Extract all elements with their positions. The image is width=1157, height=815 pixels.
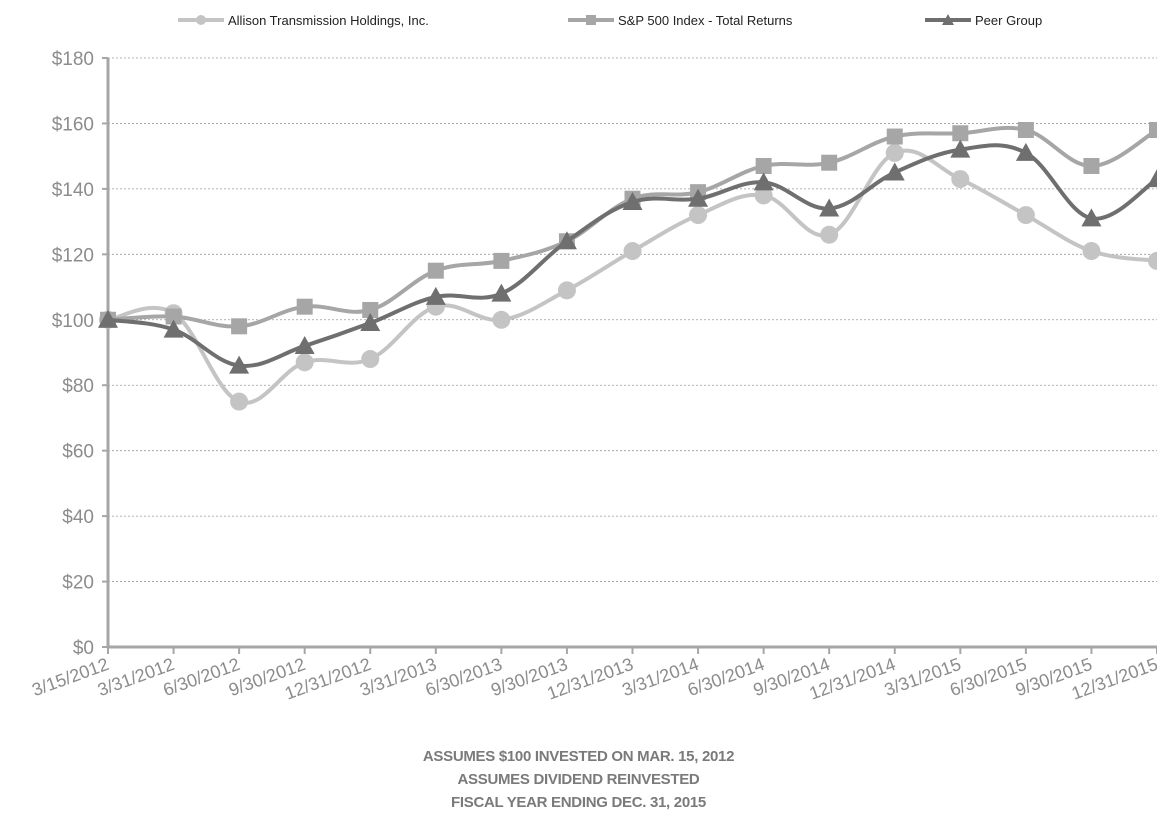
data-point-circle — [1148, 251, 1157, 270]
data-point-triangle — [294, 335, 315, 354]
footnote-3: FISCAL YEAR ENDING DEC. 31, 2015 — [451, 794, 706, 811]
data-point-triangle — [360, 313, 381, 332]
data-point-triangle — [1147, 169, 1157, 188]
series-3 — [98, 139, 1157, 374]
data-point-square — [427, 262, 444, 279]
data-point-triangle — [622, 191, 643, 210]
data-point-square — [1149, 121, 1157, 138]
series-2 — [100, 121, 1157, 335]
data-point-circle — [754, 186, 773, 205]
data-point-circle — [492, 310, 511, 329]
series-line — [107, 125, 1157, 329]
data-point-triangle — [753, 172, 774, 191]
legend-item: S&P 500 Index - Total Returns — [568, 13, 793, 28]
y-tick-label: $140 — [52, 180, 94, 201]
y-tick-label: $80 — [62, 376, 94, 397]
data-point-triangle — [688, 188, 709, 207]
data-point-square — [821, 154, 838, 171]
y-tick-label: $60 — [62, 442, 94, 463]
series-group — [98, 121, 1157, 411]
y-axis-ticks: $0 $20 $40 $60 $80 $100 $120 $140 $160 $180 — [52, 49, 94, 659]
data-point-circle — [951, 170, 970, 189]
data-point-triangle — [556, 231, 577, 250]
legend-label: Allison Transmission Holdings, Inc. — [228, 13, 429, 28]
data-point-triangle — [1015, 142, 1036, 161]
data-point-square — [952, 125, 969, 142]
data-point-square — [165, 308, 182, 325]
footnote-1: ASSUMES $100 INVESTED ON MAR. 15, 2012 — [422, 748, 735, 765]
legend-marker — [942, 14, 954, 25]
data-point-triangle — [425, 286, 446, 305]
y-tick-label: $0 — [73, 638, 94, 659]
legend-item: Peer Group — [925, 13, 1042, 28]
data-point-triangle — [884, 162, 905, 181]
legend-item: Allison Transmission Holdings, Inc. — [178, 13, 429, 28]
legend-label: S&P 500 Index - Total Returns — [618, 13, 793, 28]
data-point-circle — [295, 353, 314, 372]
data-point-square — [886, 128, 903, 145]
line-chart: $0 $20 $40 $60 $80 $100 $120 $140 $160 $180 3/15/… — [29, 13, 1157, 704]
data-point-triangle — [491, 283, 512, 302]
data-point-circle — [689, 206, 708, 225]
data-point-triangle — [950, 139, 971, 158]
data-point-circle — [361, 350, 380, 369]
data-point-triangle — [229, 355, 250, 374]
y-tick-label: $160 — [52, 114, 94, 135]
data-point-triangle — [1081, 208, 1102, 227]
y-tick-label: $120 — [52, 245, 94, 266]
data-point-square — [296, 298, 313, 315]
data-point-circle — [557, 281, 576, 300]
y-tick-label: $180 — [52, 49, 94, 70]
legend-marker — [196, 15, 206, 25]
data-point-square — [231, 318, 248, 335]
data-point-circle — [1016, 206, 1035, 225]
data-point-triangle — [163, 319, 184, 338]
data-point-circle — [1082, 242, 1101, 261]
legend-marker — [586, 15, 596, 25]
x-axis-ticks: 3/15/20123/31/20126/30/20129/30/201212/3… — [29, 654, 1157, 704]
data-point-square — [362, 301, 379, 318]
y-tick-label: $40 — [62, 507, 94, 528]
data-point-square — [1017, 121, 1034, 138]
data-point-circle — [230, 392, 249, 411]
data-point-triangle — [98, 309, 118, 328]
data-point-circle — [623, 242, 642, 261]
legend-label: Peer Group — [975, 13, 1042, 28]
footnote-2: ASSUMES DIVIDEND REINVESTED — [457, 771, 700, 788]
legend: Allison Transmission Holdings, Inc. S&P 5… — [178, 13, 1042, 28]
data-point-circle — [820, 225, 839, 244]
data-point-square — [493, 252, 510, 269]
axes — [102, 57, 1157, 654]
y-tick-label: $20 — [62, 573, 94, 594]
series-1 — [99, 143, 1157, 411]
data-point-circle — [885, 143, 904, 162]
y-tick-label: $100 — [52, 311, 94, 332]
data-point-square — [755, 157, 772, 174]
series-line — [107, 148, 1157, 405]
data-point-square — [1083, 157, 1100, 174]
data-point-triangle — [819, 198, 840, 217]
